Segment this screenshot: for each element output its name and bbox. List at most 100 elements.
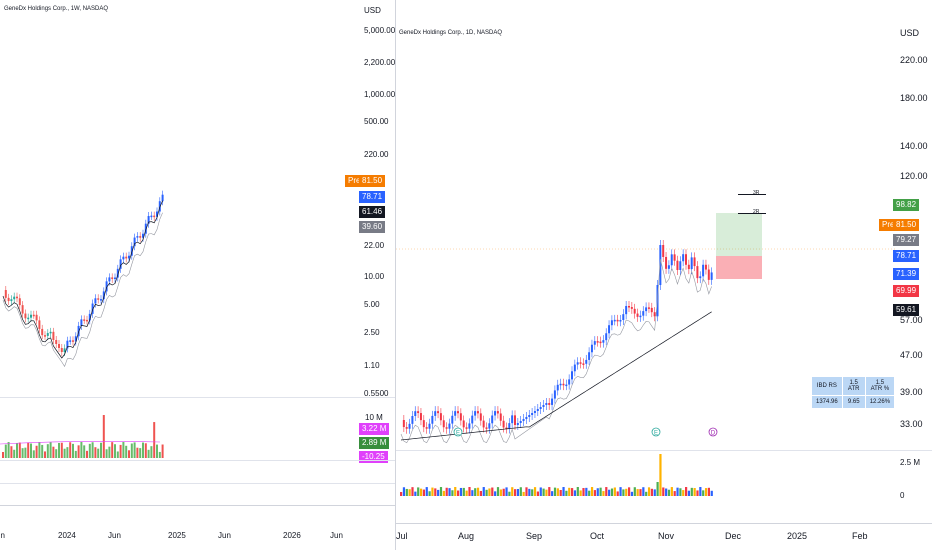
empty-indicator-pane (0, 483, 395, 484)
volume-bar (114, 444, 116, 458)
volume-bar (553, 487, 557, 496)
volume-scale-label: 10 M (365, 413, 383, 422)
volume-tag: 2.89 M (359, 437, 390, 449)
candle-body (667, 265, 670, 269)
volume-tag: -10.25 (359, 451, 388, 463)
currency-label[interactable]: USD (364, 6, 381, 15)
time-axis-label: Jun (108, 531, 121, 540)
price-scale-label: 57.00 (900, 315, 923, 325)
volume-bar (511, 487, 514, 496)
volume-bar (122, 442, 125, 458)
volume-bar (610, 488, 614, 496)
volume-bar (690, 487, 693, 496)
pane-divider[interactable] (395, 0, 396, 550)
candle-body (417, 411, 420, 414)
volume-bar (562, 487, 565, 496)
price-scale-label: 1.10 (364, 361, 380, 370)
candle-body (704, 264, 707, 270)
volume-bar (91, 442, 94, 458)
candle-body (405, 427, 408, 429)
volume-bar (682, 490, 685, 496)
candle-body (650, 307, 653, 313)
volume-bar (693, 488, 696, 496)
price-scale-label: 39.00 (900, 387, 923, 397)
candle-body (682, 254, 685, 262)
volume-bar (4, 444, 7, 458)
volume-bar (428, 491, 431, 496)
candle-body (628, 305, 630, 308)
candle-body (633, 308, 636, 314)
candle-body (125, 256, 128, 259)
time-axis-label: 2024 (58, 531, 76, 540)
volume-bar (508, 491, 511, 496)
candle-body (505, 427, 508, 429)
daily-volume-plot[interactable] (396, 452, 932, 507)
candle-body (511, 415, 514, 424)
price-scale-label: 5.00 (364, 300, 380, 309)
volume-bar (97, 448, 100, 458)
candle-body (24, 313, 27, 319)
candle-body (471, 415, 474, 424)
volume-bar (645, 491, 648, 496)
price-scale-label: 2,200.00 (364, 58, 395, 67)
volume-bar (422, 489, 425, 496)
candle-body (156, 211, 158, 217)
volume-bar (55, 449, 58, 458)
candle-body (147, 216, 150, 224)
candle-body (525, 417, 528, 419)
volume-bar (542, 488, 545, 496)
volume-bar (659, 454, 662, 496)
candle-body (428, 423, 431, 429)
candle-body (80, 319, 83, 326)
weekly-chart-pane[interactable]: GeneDx Holdings Corp., 1W, NASDAQ USD 5,… (0, 0, 395, 550)
volume-bar (496, 487, 500, 496)
candle-body (13, 296, 16, 300)
volume-bar (619, 487, 622, 496)
volume-bar (474, 488, 477, 496)
candle-body (533, 411, 536, 413)
event-marker (708, 427, 718, 437)
candle-body (519, 421, 522, 423)
volume-bar (585, 487, 588, 496)
volume-bar (465, 490, 468, 496)
volume-bar (536, 491, 539, 496)
currency-label[interactable]: USD (900, 28, 920, 38)
candle-body (670, 254, 673, 266)
candle-body (545, 403, 548, 405)
weekly-price-plot[interactable] (0, 0, 395, 400)
candle-body (625, 305, 628, 315)
volume-bar (405, 488, 408, 496)
candle-body (30, 314, 32, 318)
pane-separator (0, 460, 395, 461)
candle-body (679, 261, 682, 270)
candle-body (94, 298, 97, 304)
candle-body (150, 215, 153, 218)
volume-bar (505, 487, 508, 496)
volume-bar (119, 444, 122, 458)
volume-bar (593, 490, 596, 496)
volume-bar (77, 445, 80, 458)
volume-bar (63, 448, 66, 458)
candle-body (542, 405, 545, 407)
candle-body (647, 307, 650, 309)
price-scale-label: 220.00 (900, 55, 928, 65)
time-axis-label: Aug (458, 531, 475, 541)
volume-bar (539, 487, 542, 496)
price-scale-label: 180.00 (900, 93, 928, 103)
daily-chart-pane[interactable]: GeneDx Holdings Corp., 1D, NASDAQ USD E E… (396, 0, 932, 550)
candle-body (514, 415, 516, 425)
price-scale-label: 2.50 (364, 328, 380, 337)
rr-3r-label: 3R (753, 190, 760, 196)
candle-body (653, 312, 656, 317)
volume-bar (679, 488, 682, 496)
price-scale-label: 500.00 (364, 117, 389, 126)
volume-bar (414, 491, 417, 496)
candle-body (119, 259, 122, 269)
volume-bar (622, 489, 625, 496)
volume-bar (457, 490, 460, 496)
volume-bar (494, 491, 497, 496)
candle-body (58, 344, 60, 348)
weekly-volume-plot[interactable] (0, 400, 395, 460)
candle-body (556, 384, 559, 391)
